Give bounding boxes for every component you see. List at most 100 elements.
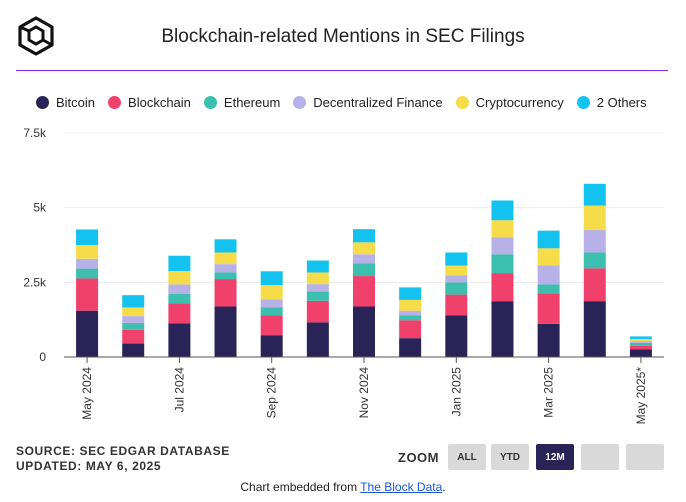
bar-segment [399, 315, 422, 321]
bar-segment [583, 230, 606, 253]
bar-segment [353, 242, 375, 255]
bar-segment [583, 301, 606, 357]
legend-item-defi[interactable]: Decentralized Finance [293, 95, 443, 110]
bar-segment [491, 220, 514, 238]
bar-segment [260, 285, 283, 300]
legend-dot-icon [576, 96, 590, 109]
legend-item-cryptocurrency[interactable]: Cryptocurrency [455, 95, 564, 110]
legend-label: Blockchain [128, 95, 191, 110]
bar-segment [491, 200, 514, 221]
bar-segment [537, 265, 560, 285]
bar-segment [168, 255, 191, 271]
legend-label: Bitcoin [56, 95, 96, 110]
bar-segment [445, 294, 468, 316]
zoom-12m-button[interactable]: 12M [536, 444, 574, 470]
the-block-data-link[interactable]: The Block Data [360, 480, 443, 494]
bar-segment [260, 307, 283, 316]
updated-line: UPDATED: MAY 6, 2025 [16, 459, 162, 473]
zoom-extra-button-2[interactable] [626, 444, 664, 470]
chart-legend: Bitcoin Blockchain Ethereum Decentralize… [36, 95, 660, 110]
source-note: SOURCE: SEC EDGAR DATABASE UPDATED: MAY … [16, 444, 230, 474]
legend-label: 2 Others [596, 95, 647, 110]
y-tick-label: 7.5k [23, 126, 47, 140]
legend-dot-icon [203, 96, 217, 109]
zoom-ytd-button[interactable]: YTD [491, 444, 529, 470]
bar-segment [168, 303, 191, 324]
bar-segment [583, 183, 606, 206]
zoom-extra-button-1[interactable] [581, 444, 619, 470]
x-tick-label: Nov 2024 [357, 367, 371, 419]
legend-label: Ethereum [223, 95, 281, 110]
bar-segment [629, 349, 652, 357]
stacked-bar-chart: 0 2.5k 5k 7.5k May 2024 Jul 2024 Sep 2024 Nov 2… [23, 126, 664, 424]
bar-segment [168, 323, 191, 357]
bar-segment [306, 284, 329, 292]
x-tick-label: Jan 2025 [449, 367, 463, 417]
legend-dot-icon [293, 96, 307, 109]
bar-segment [122, 322, 145, 330]
bar-segment [214, 264, 237, 273]
bar-segment [168, 270, 191, 285]
bar-segment [214, 272, 237, 280]
legend-label: Cryptocurrency [475, 95, 564, 110]
bar-segment [76, 258, 99, 269]
bar-segment [399, 287, 422, 300]
legend-item-bitcoin[interactable]: Bitcoin [36, 95, 95, 110]
bar-segment [491, 273, 514, 302]
y-tick-label: 2.5k [23, 275, 47, 289]
bar-segment [168, 284, 191, 294]
legend-dot-icon [108, 96, 122, 109]
bar-segment [353, 263, 375, 277]
legend-item-others[interactable]: 2 Others [576, 95, 647, 110]
bar-segment [445, 282, 468, 295]
bar-segment [629, 345, 652, 350]
bar-segment [260, 271, 283, 286]
bar-segment [399, 299, 422, 311]
bar-segment [445, 265, 468, 276]
bar-segment [629, 336, 652, 340]
zoom-all-button[interactable]: ALL [448, 444, 486, 470]
bar-segment [214, 306, 237, 357]
x-tick-label: May 2024 [80, 367, 94, 420]
bar-segment [445, 315, 468, 357]
legend-item-ethereum[interactable]: Ethereum [203, 95, 281, 110]
bar-segment [353, 229, 375, 243]
bar-segment [76, 310, 99, 357]
the-block-logo-icon[interactable] [16, 16, 56, 56]
bar-segment [445, 275, 468, 283]
bar-segment [353, 276, 375, 307]
bar-segment [260, 335, 283, 357]
legend-label: Decentralized Finance [313, 95, 443, 110]
bar-segment [214, 239, 237, 253]
bar-segment [76, 278, 99, 311]
bar-segment [122, 307, 145, 317]
legend-item-blockchain[interactable]: Blockchain [108, 95, 191, 110]
bar-segment [76, 229, 99, 245]
bar-segment [306, 260, 329, 273]
source-line: SOURCE: SEC EDGAR DATABASE [16, 444, 230, 458]
bar-segment [491, 301, 514, 357]
x-tick-label: Sep 2024 [265, 367, 279, 419]
bar-segment [399, 320, 422, 339]
bar-segment [122, 316, 145, 323]
bar-segment [214, 252, 237, 265]
bar-segment [122, 295, 145, 308]
bar-segment [583, 205, 606, 231]
bar-segment [76, 268, 99, 279]
bar-segment [353, 254, 375, 264]
bar-segment [537, 293, 560, 324]
bar-segment [537, 323, 560, 357]
x-tick-label: Jul 2024 [172, 367, 186, 413]
y-tick-label: 5k [33, 201, 47, 215]
y-tick-label: 0 [39, 350, 46, 364]
embed-prefix: Chart embedded from [240, 480, 361, 494]
bar-segment [260, 315, 283, 336]
title-divider [16, 70, 668, 71]
bar-segment [629, 342, 652, 346]
bar-segment [399, 338, 422, 357]
bar-segment [76, 245, 99, 259]
legend-dot-icon [455, 96, 469, 109]
bar-segment [260, 299, 283, 308]
bar-segment [583, 268, 606, 302]
embed-note: Chart embedded from The Block Data. [0, 480, 686, 494]
